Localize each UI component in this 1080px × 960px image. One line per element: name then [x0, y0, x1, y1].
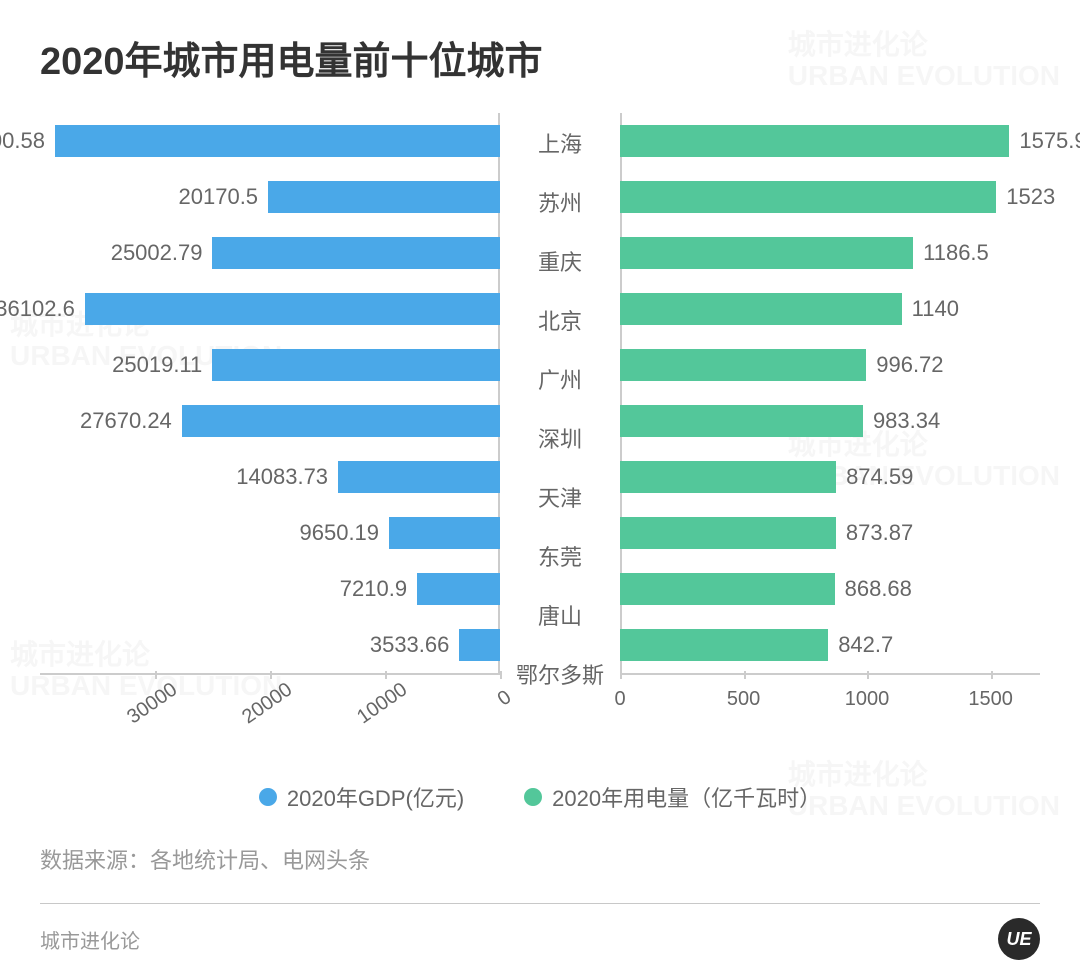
- gdp-value-label: 38700.58: [0, 128, 45, 154]
- gdp-value-label: 3533.66: [370, 632, 450, 658]
- gdp-value-label: 20170.5: [179, 184, 259, 210]
- city-label: 上海: [500, 113, 620, 172]
- power-value-label: 874.59: [846, 464, 913, 490]
- divider: [40, 903, 1040, 904]
- power-bar: [620, 461, 836, 493]
- city-label: 深圳: [500, 408, 620, 467]
- bar-row-right: 1140: [620, 281, 1040, 337]
- bar-row-left: 14083.73: [40, 449, 500, 505]
- power-bar: [620, 517, 836, 549]
- legend-item-power: 2020年用电量（亿千瓦时）: [524, 781, 821, 813]
- city-label: 唐山: [500, 585, 620, 644]
- bar-row-right: 873.87: [620, 505, 1040, 561]
- bar-row-right: 996.72: [620, 337, 1040, 393]
- right-x-axis: [620, 673, 1040, 675]
- left-axis-tick: 20000: [238, 678, 297, 729]
- power-value-label: 868.68: [845, 576, 912, 602]
- bar-row-left: 9650.19: [40, 505, 500, 561]
- power-bar: [620, 181, 996, 213]
- bar-row-right: 983.34: [620, 393, 1040, 449]
- gdp-value-label: 14083.73: [236, 464, 328, 490]
- power-bar: [620, 573, 835, 605]
- bar-row-right: 1575.96: [620, 113, 1040, 169]
- bar-row-right: 1186.5: [620, 225, 1040, 281]
- bar-row-left: 25019.11: [40, 337, 500, 393]
- power-value-label: 1186.5: [923, 240, 989, 266]
- power-value-label: 842.7: [838, 632, 893, 658]
- bar-row-right: 842.7: [620, 617, 1040, 673]
- right-axis-tick: 500: [727, 688, 760, 711]
- legend-dot-power: [524, 788, 542, 806]
- bar-row-right: 868.68: [620, 561, 1040, 617]
- gdp-bar: [338, 461, 500, 493]
- legend-label: 2020年GDP(亿元): [287, 781, 464, 813]
- city-label: 重庆: [500, 231, 620, 290]
- data-source: 数据来源：各地统计局、电网头条: [40, 843, 1040, 875]
- gdp-value-label: 25019.11: [112, 352, 202, 378]
- gdp-value-label: 27670.24: [80, 408, 172, 434]
- legend-label: 2020年用电量（亿千瓦时）: [552, 781, 821, 813]
- gdp-value-label: 36102.6: [0, 296, 75, 322]
- bar-row-left: 3533.66: [40, 617, 500, 673]
- right-axis-tick: 1000: [845, 688, 890, 711]
- power-bar: [620, 349, 866, 381]
- city-label: 鄂尔多斯: [500, 644, 620, 703]
- power-bar: [620, 293, 902, 325]
- bar-row-left: 7210.9: [40, 561, 500, 617]
- legend: 2020年GDP(亿元) 2020年用电量（亿千瓦时）: [40, 781, 1040, 813]
- gdp-bar: [389, 517, 500, 549]
- city-labels: 上海苏州重庆北京广州深圳天津东莞唐山鄂尔多斯: [500, 113, 620, 703]
- city-label: 苏州: [500, 172, 620, 231]
- right-axis-tick: 1500: [968, 688, 1013, 711]
- legend-dot-gdp: [259, 788, 277, 806]
- right-axis-tick: 0: [614, 688, 625, 711]
- left-axis-tick: 30000: [123, 678, 182, 729]
- gdp-bar: [459, 629, 500, 661]
- gdp-bar: [417, 573, 500, 605]
- gdp-value-label: 9650.19: [300, 520, 380, 546]
- left-axis-tick: 10000: [353, 678, 412, 729]
- footer-brand: 城市进化论: [40, 925, 140, 954]
- power-value-label: 1140: [912, 296, 959, 322]
- gdp-bar: [85, 293, 500, 325]
- power-bar: [620, 125, 1009, 157]
- city-label: 东莞: [500, 526, 620, 585]
- bar-row-right: 874.59: [620, 449, 1040, 505]
- gdp-value-label: 25002.79: [111, 240, 203, 266]
- power-value-label: 873.87: [846, 520, 913, 546]
- legend-item-gdp: 2020年GDP(亿元): [259, 781, 464, 813]
- gdp-bar: [268, 181, 500, 213]
- brand-badge: UE: [998, 918, 1040, 960]
- gdp-bar: [212, 237, 500, 269]
- city-label: 天津: [500, 467, 620, 526]
- chart-title: 2020年城市用电量前十位城市: [40, 30, 1040, 85]
- bar-row-left: 38700.58: [40, 113, 500, 169]
- power-bar: [620, 405, 863, 437]
- city-label: 北京: [500, 290, 620, 349]
- gdp-bar: [212, 349, 500, 381]
- gdp-bar: [55, 125, 500, 157]
- gdp-value-label: 7210.9: [340, 576, 407, 602]
- butterfly-chart: 38700.58 20170.5 25002.79 36102.6 25019.11 27…: [40, 113, 1040, 703]
- gdp-bar: [182, 405, 500, 437]
- bar-row-left: 27670.24: [40, 393, 500, 449]
- bar-row-left: 20170.5: [40, 169, 500, 225]
- power-value-label: 996.72: [876, 352, 943, 378]
- bar-row-left: 25002.79: [40, 225, 500, 281]
- city-label: 广州: [500, 349, 620, 408]
- power-value-label: 1575.96: [1019, 128, 1080, 154]
- power-value-label: 1523: [1006, 184, 1055, 210]
- bar-row-right: 1523: [620, 169, 1040, 225]
- power-value-label: 983.34: [873, 408, 940, 434]
- power-bar: [620, 629, 828, 661]
- bar-row-left: 36102.6: [40, 281, 500, 337]
- power-bar: [620, 237, 913, 269]
